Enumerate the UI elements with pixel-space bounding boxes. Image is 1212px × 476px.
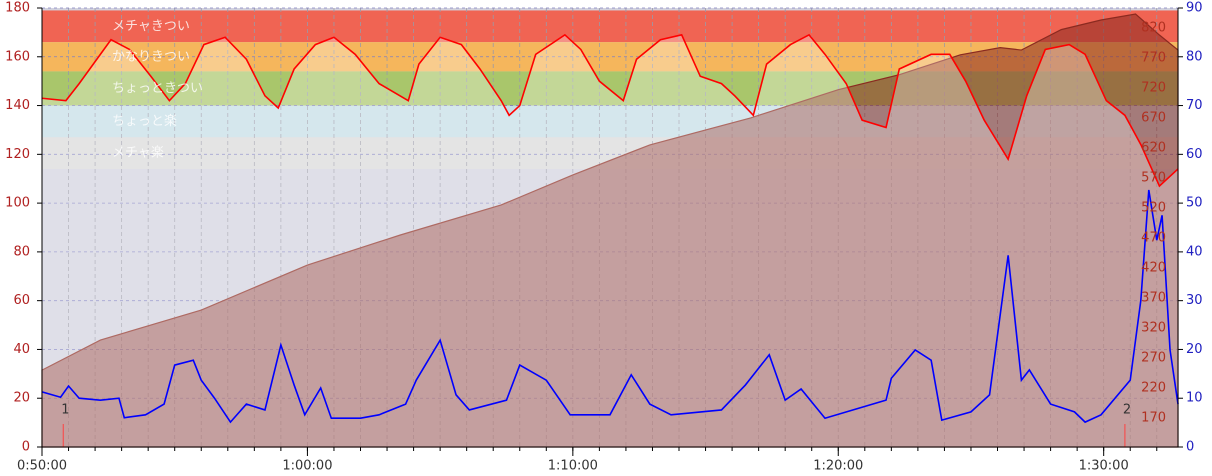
lap-label: 2	[1123, 403, 1131, 418]
hr-area	[42, 34, 1178, 447]
y2-tick-label: 20	[1186, 342, 1203, 357]
series-line	[41, 33, 1179, 188]
y3-tick-label: 620	[1141, 140, 1166, 155]
y-tick-label: 120	[5, 147, 30, 162]
x-tick-label: 1:00:00	[282, 459, 332, 474]
y2-tick-label: 70	[1186, 98, 1203, 113]
y3-tick-label: 670	[1141, 110, 1166, 125]
y3-tick-label: 520	[1141, 200, 1166, 215]
y2-tick-label: 90	[1186, 1, 1203, 16]
x-tick-label: 1:20:00	[813, 459, 863, 474]
altitude-area	[41, 13, 1179, 448]
zone-label: メチャきつい	[112, 19, 190, 34]
y3-tick-label: 470	[1141, 231, 1166, 246]
y2-tick-label: 10	[1186, 391, 1203, 406]
y-tick-label: 180	[5, 1, 30, 16]
x-tick-label: 0:50:00	[17, 459, 67, 474]
y2-tick-label: 60	[1186, 147, 1203, 162]
zone-label: ちょっと楽	[112, 113, 177, 129]
x-tick-label: 1:30:00	[1079, 459, 1129, 474]
y3-tick-label: 720	[1141, 80, 1166, 95]
y-tick-label: 60	[13, 293, 30, 308]
y2-tick-label: 40	[1186, 244, 1203, 259]
zone-label: かなりきつい	[112, 49, 190, 64]
y3-tick-label: 320	[1141, 321, 1166, 336]
y2-tick-label: 50	[1186, 196, 1203, 211]
y3-tick-label: 570	[1141, 170, 1166, 185]
zone-label: メチャ楽	[112, 145, 164, 161]
y-tick-label: 140	[5, 98, 30, 113]
y3-tick-label: 170	[1141, 411, 1166, 426]
y-tick-label: 80	[13, 244, 30, 259]
y3-tick-label: 770	[1141, 50, 1166, 65]
lap-label: 1	[61, 403, 69, 418]
zone-band	[42, 10, 1178, 43]
y3-tick-label: 420	[1141, 261, 1166, 276]
zone-label: ちょっときつい	[112, 81, 203, 96]
y-tick-label: 40	[13, 342, 30, 357]
y-tick-label: 100	[5, 196, 30, 211]
x-tick-label: 1:10:00	[548, 459, 598, 474]
y3-tick-label: 220	[1141, 381, 1166, 396]
y-tick-label: 160	[5, 49, 30, 64]
y-tick-label: 20	[13, 391, 30, 406]
y3-tick-label: 270	[1141, 351, 1166, 366]
y3-tick-label: 820	[1141, 20, 1166, 35]
y2-tick-label: 0	[1186, 440, 1194, 455]
y3-tick-label: 370	[1141, 291, 1166, 306]
series-line	[41, 189, 1179, 424]
y-tick-label: 0	[22, 440, 30, 455]
y2-tick-label: 30	[1186, 293, 1203, 308]
y2-tick-label: 80	[1186, 49, 1203, 64]
